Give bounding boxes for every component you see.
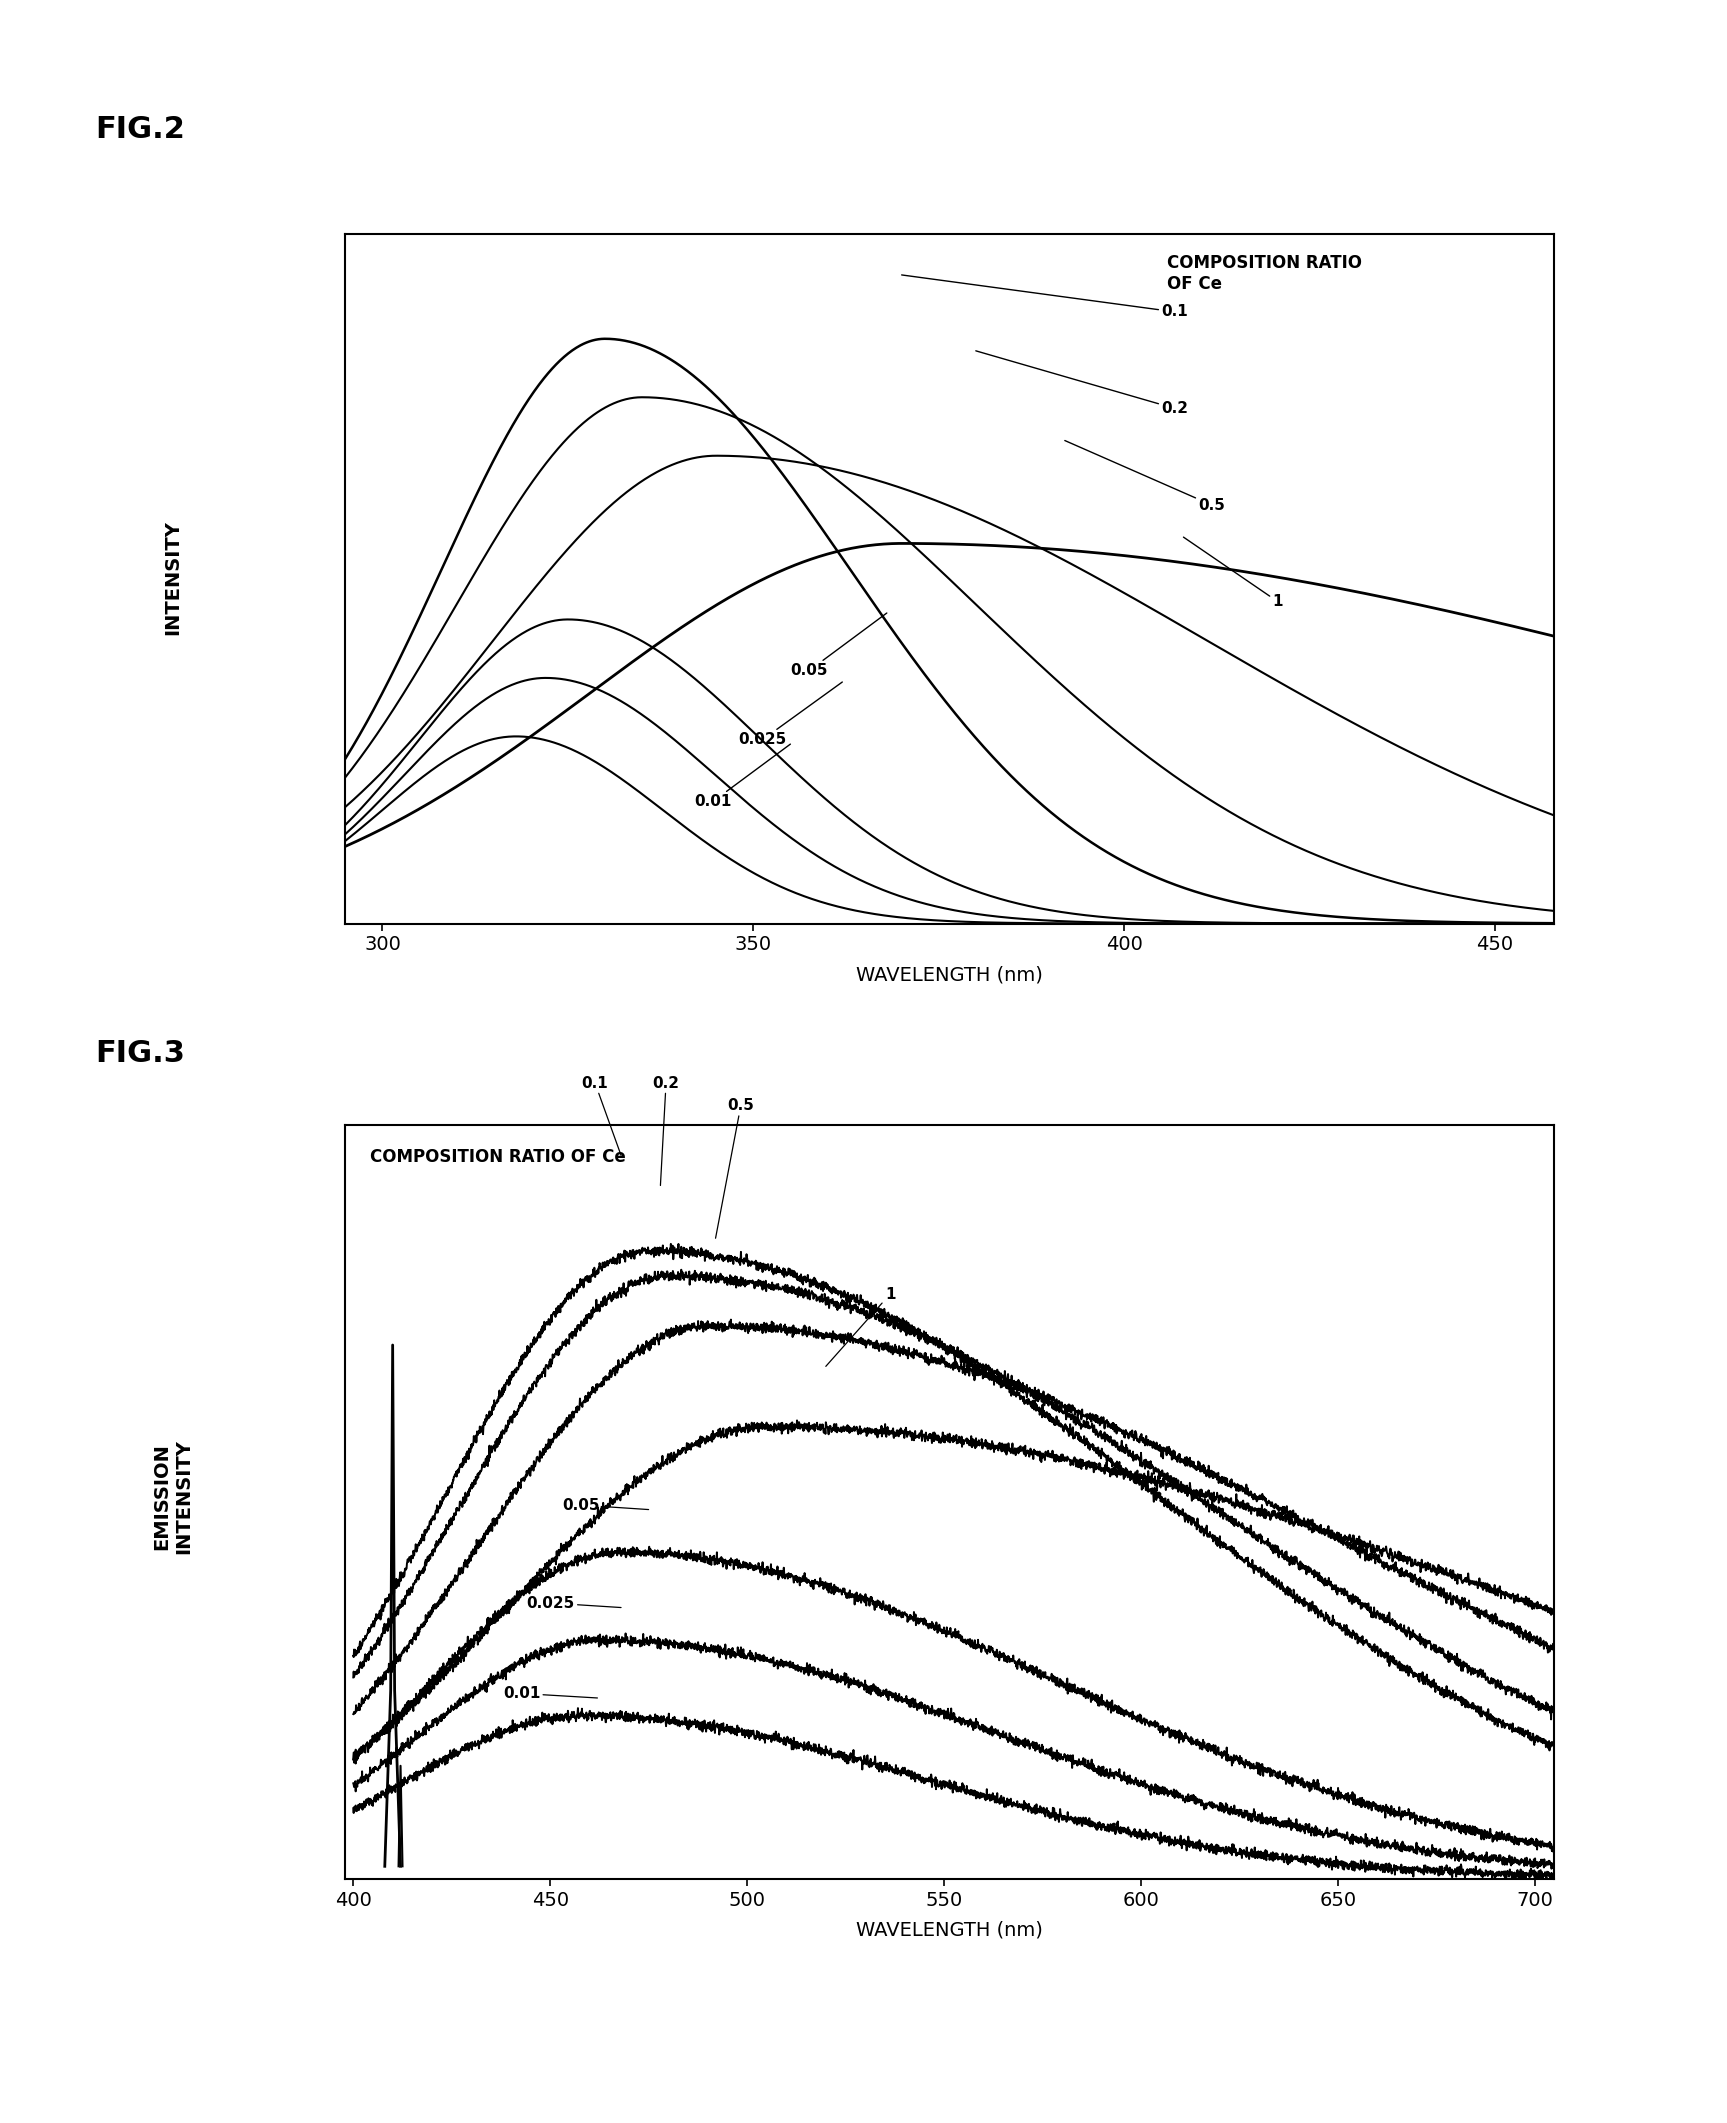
Text: 0.2: 0.2 [976, 350, 1188, 416]
Text: 0.5: 0.5 [715, 1098, 755, 1238]
X-axis label: WAVELENGTH (nm): WAVELENGTH (nm) [857, 966, 1043, 985]
Text: 0.5: 0.5 [1066, 442, 1224, 512]
X-axis label: WAVELENGTH (nm): WAVELENGTH (nm) [857, 1921, 1043, 1940]
Text: FIG.3: FIG.3 [95, 1038, 185, 1068]
Text: EMISSION
INTENSITY: EMISSION INTENSITY [152, 1439, 193, 1554]
Text: 1: 1 [826, 1287, 895, 1367]
Text: INTENSITY: INTENSITY [162, 520, 183, 635]
Text: 0.2: 0.2 [653, 1076, 679, 1185]
Text: 0.025: 0.025 [739, 681, 843, 747]
Text: 0.05: 0.05 [791, 614, 886, 677]
Text: COMPOSITION RATIO OF Ce: COMPOSITION RATIO OF Ce [370, 1149, 625, 1166]
Text: 0.025: 0.025 [527, 1596, 622, 1611]
Text: 0.05: 0.05 [561, 1497, 649, 1512]
Text: COMPOSITION RATIO
OF Ce: COMPOSITION RATIO OF Ce [1167, 255, 1363, 293]
Text: 0.01: 0.01 [503, 1686, 598, 1701]
Text: 0.1: 0.1 [582, 1076, 622, 1155]
Text: FIG.2: FIG.2 [95, 115, 185, 144]
Text: 0.01: 0.01 [694, 745, 791, 809]
Text: 0.1: 0.1 [901, 276, 1188, 318]
Text: 1: 1 [1183, 537, 1283, 609]
